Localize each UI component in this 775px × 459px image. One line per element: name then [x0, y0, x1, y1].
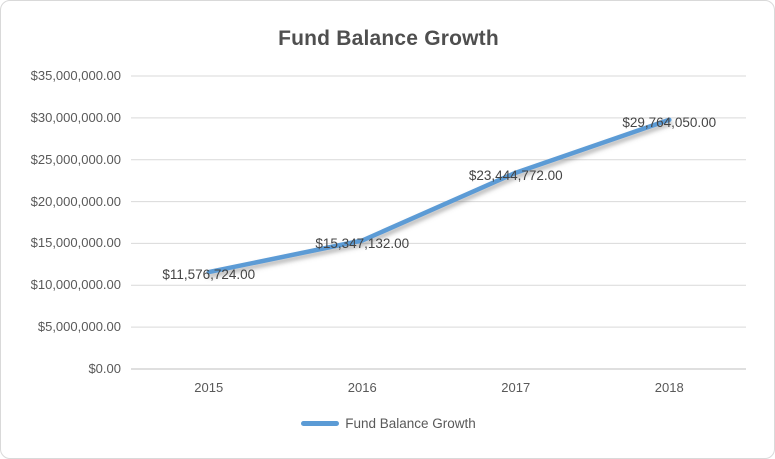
y-axis-tick-label: $25,000,000.00 [30, 151, 121, 167]
x-axis-tick-label: 2017 [501, 380, 531, 395]
x-axis-tick-label: 2018 [654, 380, 684, 395]
data-label: $11,576,724.00 [162, 267, 256, 283]
data-label: $29,764,050.00 [622, 114, 717, 130]
y-axis-tick-label: $35,000,000.00 [30, 68, 121, 83]
chart-title: Fund Balance Growth [278, 27, 499, 50]
gridlines [131, 75, 746, 370]
y-axis-tick-label: $5,000,000.00 [37, 319, 121, 335]
x-axis-tick-label: 2016 [347, 380, 377, 395]
legend[interactable]: Fund Balance Growth [1, 416, 774, 431]
y-axis-tick-label: $15,000,000.00 [30, 235, 121, 251]
y-axis-tick-label: $0.00 [88, 361, 121, 376]
data-label: $15,347,132.00 [315, 235, 410, 251]
series-line[interactable] [206, 117, 672, 275]
y-axis-tick-label: $20,000,000.00 [30, 193, 121, 209]
legend-label: Fund Balance Growth [345, 416, 476, 431]
data-label: $23,444,772.00 [468, 167, 563, 183]
y-axis-tick-label: $10,000,000.00 [30, 277, 121, 293]
legend-line-swatch [301, 421, 340, 426]
y-axis-tick-label: $30,000,000.00 [30, 109, 121, 125]
x-axis-tick-label: 2015 [194, 380, 224, 395]
